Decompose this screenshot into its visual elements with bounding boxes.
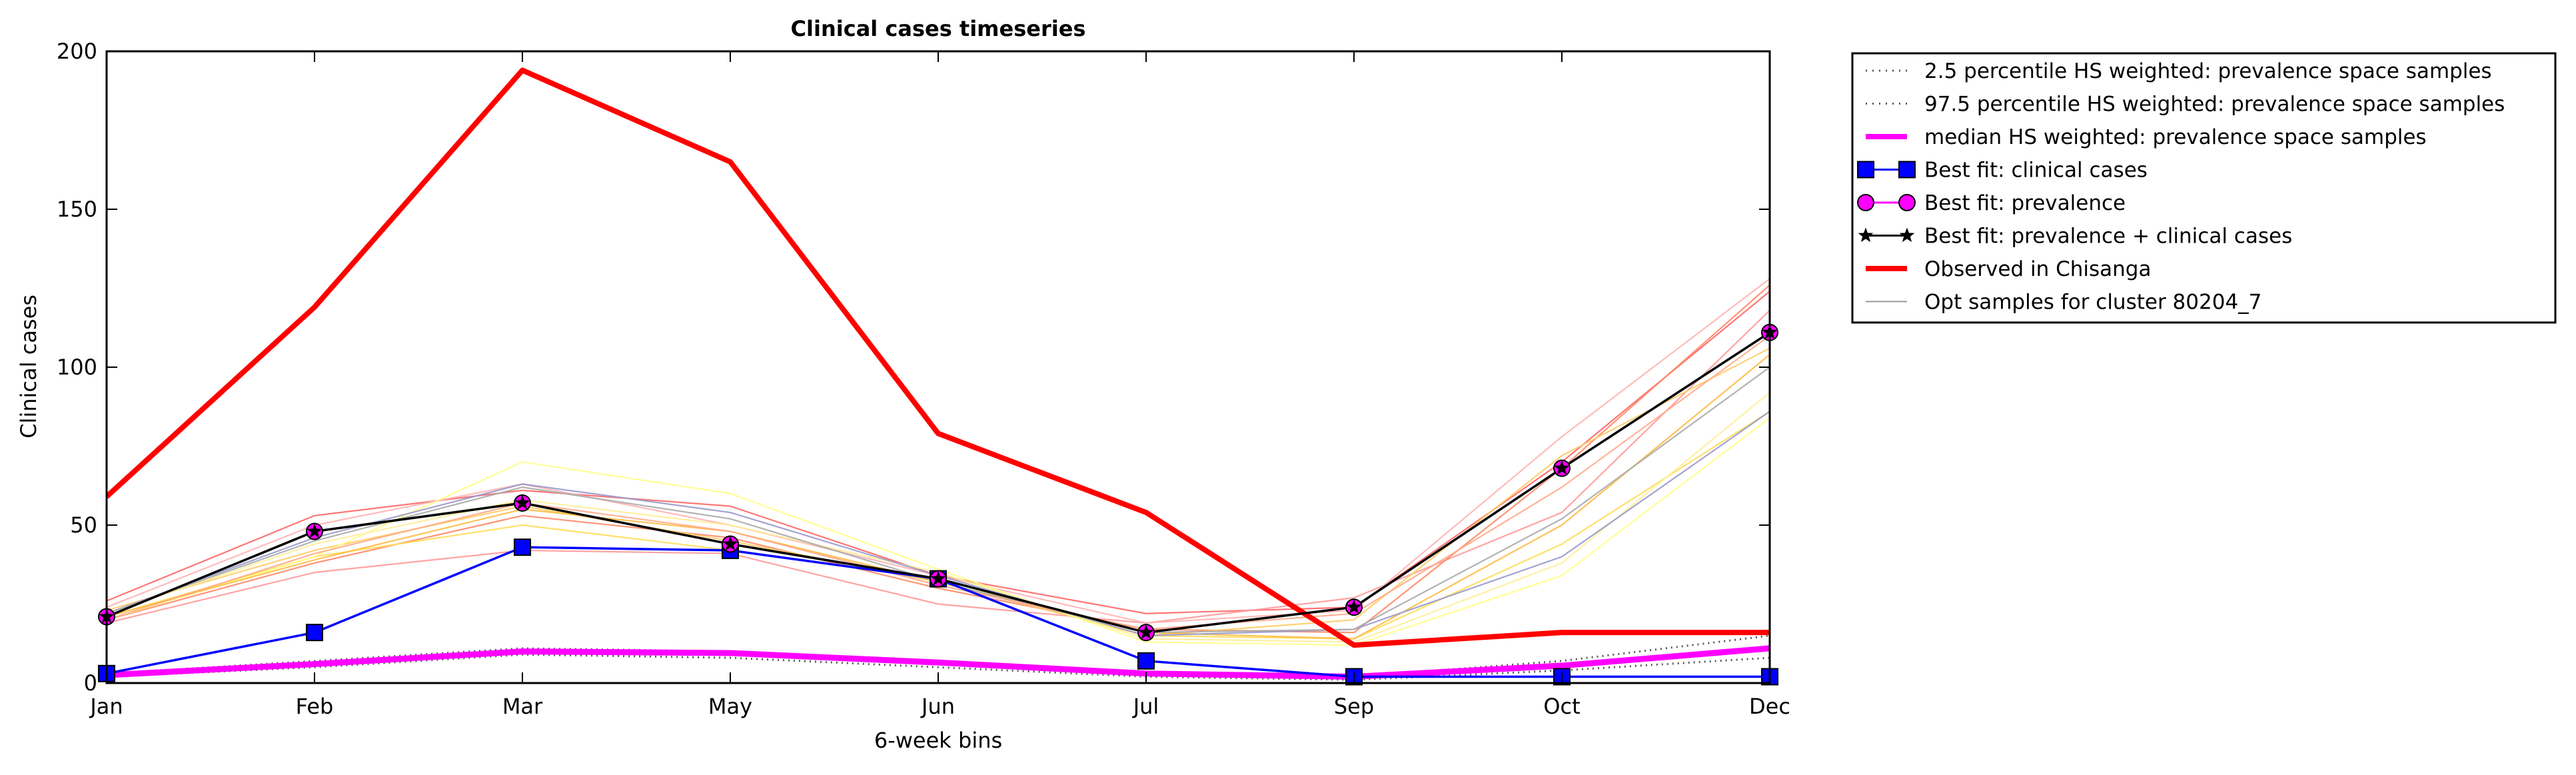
best-fit-combined-line [107, 331, 1770, 634]
legend-star-marker [1899, 227, 1915, 243]
legend-entry-label: Observed in Chisanga [1924, 257, 2152, 281]
x-tick-label: May [708, 694, 752, 719]
legend-square-marker [1857, 161, 1874, 179]
legend-entry-label: Best fit: clinical cases [1924, 159, 2148, 183]
observed-line [107, 67, 1770, 648]
legend-entry-label: 2.5 percentile HS weighted: prevalence s… [1924, 59, 2492, 83]
series-group [107, 67, 1770, 681]
y-tick-label: 200 [57, 39, 97, 64]
x-axis-label: 6-week bins [874, 728, 1002, 753]
legend-frame [1851, 52, 2557, 324]
x-tick-label: Feb [296, 694, 334, 719]
combined-star-marker [1346, 599, 1362, 614]
x-tick-label: Mar [502, 694, 543, 719]
combined-star-marker [514, 494, 530, 510]
combined-star-marker [930, 570, 946, 586]
opt-sample-line [107, 284, 1770, 634]
combined-star-marker [722, 536, 738, 551]
clinical-marker [514, 538, 531, 556]
opt-sample-line [107, 309, 1770, 624]
x-tick-label: Jun [920, 694, 955, 719]
legend-entry-label: median HS weighted: prevalence space sam… [1924, 125, 2427, 149]
legend: 2.5 percentile HS weighted: prevalence s… [1851, 52, 2557, 324]
combined-star-marker [307, 523, 322, 538]
x-tick-label: Sep [1334, 694, 1374, 719]
percentile-2.5-line [107, 653, 1770, 681]
opt-sample-line [107, 367, 1770, 634]
combined-star-marker [1554, 460, 1570, 475]
legend-circle-marker [1857, 194, 1874, 211]
opt-sample-line [107, 347, 1770, 637]
plot-area: Jan Feb Mar May Jun Jul Sep Oct Dec 0 50 100 150 200 [57, 39, 1790, 719]
x-tick-label: Dec [1749, 694, 1790, 719]
x-tick-label: Oct [1543, 694, 1580, 719]
x-tick-label: Jan [89, 694, 123, 719]
legend-star-marker [1858, 227, 1874, 243]
median-line [107, 645, 1770, 680]
clinical-marker [306, 624, 323, 642]
legend-entry-label: Best fit: prevalence + clinical cases [1924, 225, 2292, 249]
opt-sample-line [107, 291, 1770, 614]
legend-square-marker [1898, 161, 1916, 179]
opt-sample-line [107, 410, 1770, 637]
combined-star-marker [1138, 624, 1154, 639]
y-tick-label: 100 [57, 355, 97, 380]
opt-sample-line [107, 416, 1770, 646]
clinical-marker [1137, 652, 1155, 670]
y-tick-label: 150 [57, 197, 97, 222]
legend-entry-label: Best fit: prevalence [1924, 191, 2126, 215]
chart-title: Clinical cases timeseries [791, 16, 1086, 41]
y-tick-label: 50 [70, 512, 97, 538]
x-tick-label: Jul [1132, 694, 1159, 719]
legend-entry-label: 97.5 percentile HS weighted: prevalence … [1924, 93, 2505, 117]
y-tick-label: 0 [84, 670, 97, 696]
legend-circle-marker [1898, 194, 1916, 211]
legend-entry-label: Opt samples for cluster 80204_7 [1924, 291, 2261, 315]
y-axis-label: Clinical cases [16, 295, 41, 438]
best-fit-clinical-line [107, 546, 1770, 678]
